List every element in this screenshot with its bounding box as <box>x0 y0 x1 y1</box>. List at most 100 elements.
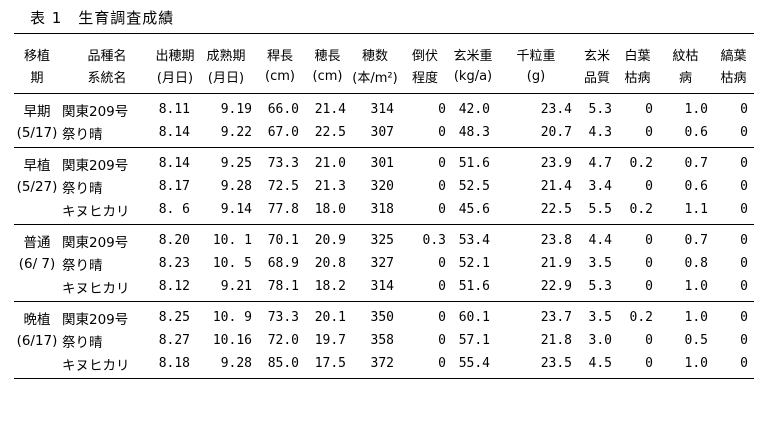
table-cell: 301 <box>370 156 394 171</box>
table-cell: 60.1 <box>458 310 490 325</box>
table-cell: 9.25 <box>220 156 252 171</box>
table-cell: 22.5 <box>540 202 572 217</box>
table-row: キヌヒカリ 8.12 9.21 78.1 18.2 314 0 51.6 22.… <box>14 275 754 302</box>
table-cell: 72.0 <box>267 333 299 348</box>
table-cell: 9.28 <box>220 179 252 194</box>
header-cell: 稈長 <box>266 48 293 64</box>
table-cell: 関東209号 <box>62 234 129 251</box>
table-cell: 18.2 <box>314 279 346 294</box>
table-cell: 0 <box>438 202 446 217</box>
header-cell: (cm) <box>265 68 295 84</box>
table-cell: 0 <box>645 179 653 194</box>
table-cell: 10. 9 <box>212 310 252 325</box>
table-cell: 1.1 <box>684 202 708 217</box>
table-cell: 10. 1 <box>212 233 252 248</box>
header-cell: 程度 <box>411 70 438 86</box>
table-cell: 21.8 <box>540 333 572 348</box>
table-cell: 70.1 <box>267 233 299 248</box>
table-cell: 0 <box>645 256 653 271</box>
header-cell: 玄米重 <box>453 48 493 64</box>
table-cell: 4.4 <box>588 233 612 248</box>
table-cell: 0 <box>740 279 748 294</box>
table-row: キヌヒカリ 8. 6 9.14 77.8 18.0 318 0 45.6 22.… <box>14 198 754 225</box>
table-cell: 8.17 <box>158 179 190 194</box>
table-cell: 10. 5 <box>212 256 252 271</box>
table-cell: 9.14 <box>220 202 252 217</box>
table-cell: 0.2 <box>629 156 653 171</box>
table-cell: 68.9 <box>267 256 299 271</box>
table-cell: (6/17) <box>16 332 58 349</box>
table-cell: 9.19 <box>220 102 252 117</box>
table-cell: 51.6 <box>458 156 490 171</box>
growth-survey-table: 移植 品種名 出穂期 成熟期 稈長 穂長 穂数 倒伏 玄米重 千粒重 玄米 白葉… <box>14 33 754 379</box>
header-cell: 成熟期 <box>206 48 246 64</box>
table-row: 晩植 関東209号 8.25 10. 9 73.3 20.1 350 0 60.… <box>14 302 754 330</box>
table-cell: 1.0 <box>684 279 708 294</box>
table-cell: 8.18 <box>158 356 190 371</box>
table-cell: 0 <box>645 279 653 294</box>
table-cell: 0 <box>438 102 446 117</box>
table-cell: 関東209号 <box>62 157 129 174</box>
header-cell: 枯病 <box>624 70 651 86</box>
table-cell: 祭り晴 <box>62 257 103 274</box>
table-row: 早植 関東209号 8.14 9.25 73.3 21.0 301 0 51.6… <box>14 148 754 176</box>
table-cell <box>14 198 60 225</box>
table-cell: 0.8 <box>684 256 708 271</box>
table-cell: 22.9 <box>540 279 572 294</box>
table-cell: 0 <box>438 279 446 294</box>
table-cell: 祭り晴 <box>62 126 103 143</box>
table-cell: 0 <box>438 179 446 194</box>
table-cell: 66.0 <box>267 102 299 117</box>
table-cell: 8.14 <box>158 156 190 171</box>
header-cell: 倒伏 <box>411 48 438 64</box>
footnotes: 注）試験年次：早期栽培 2002～ 2003年，早植栽培 2002～ 2004年… <box>20 389 778 433</box>
table-cell: 8.11 <box>158 102 190 117</box>
table-cell: 67.0 <box>267 125 299 140</box>
table-cell: 53.4 <box>458 233 490 248</box>
table-cell: 48.3 <box>458 125 490 140</box>
table-cell: 祭り晴 <box>62 180 103 197</box>
table-cell: 52.5 <box>458 179 490 194</box>
table-cell: 18.0 <box>314 202 346 217</box>
table-cell: 0 <box>740 356 748 371</box>
table-cell: 21.4 <box>314 102 346 117</box>
table-cell: 0.5 <box>684 333 708 348</box>
header-cell: 品種名 <box>87 48 127 64</box>
table-cell: 45.6 <box>458 202 490 217</box>
table-cell: 普通 <box>23 234 51 251</box>
table-cell: 325 <box>370 233 394 248</box>
table-cell: 0.2 <box>629 202 653 217</box>
header-cell: 品質 <box>583 70 610 86</box>
table-cell: 9.28 <box>220 356 252 371</box>
header-cell: (kg/a) <box>453 68 493 84</box>
table-cell: 1.0 <box>684 356 708 371</box>
table-cell: 3.4 <box>588 179 612 194</box>
header-cell: (月日) <box>207 70 245 86</box>
table-row: (5/27) 祭り晴 8.17 9.28 72.5 21.3 320 0 52.… <box>14 175 754 198</box>
header-cell: (g) <box>526 68 546 84</box>
table-cell: 4.5 <box>588 356 612 371</box>
header-cell: 紋枯 <box>672 48 699 64</box>
table-cell: 晩植 <box>23 311 51 328</box>
table-row: (5/17) 祭り晴 8.14 9.22 67.0 22.5 307 0 48.… <box>14 121 754 148</box>
table-cell: 314 <box>370 279 394 294</box>
table-cell: 0.6 <box>684 179 708 194</box>
table-cell: 307 <box>370 125 394 140</box>
table-cell: 1.0 <box>684 102 708 117</box>
table-cell: 0 <box>438 310 446 325</box>
table-cell: 22.5 <box>314 125 346 140</box>
table-cell: 8.27 <box>158 333 190 348</box>
header-cell: 穂数 <box>361 48 388 64</box>
table-row: (6/17) 祭り晴 8.27 10.16 72.0 19.7 358 0 57… <box>14 329 754 352</box>
table-cell: 0.7 <box>684 156 708 171</box>
table-cell: 3.5 <box>588 310 612 325</box>
header-cell: (本/m²) <box>352 70 398 86</box>
table-cell: 9.21 <box>220 279 252 294</box>
table-cell: 21.4 <box>540 179 572 194</box>
table-cell: 0.2 <box>629 310 653 325</box>
group-early-season: 早期 関東209号 8.11 9.19 66.0 21.4 314 0 42.0… <box>14 94 754 148</box>
table-cell: 0 <box>740 102 748 117</box>
table-cell: キヌヒカリ <box>62 357 130 374</box>
table-cell: 21.9 <box>540 256 572 271</box>
table-cell: 10.16 <box>212 333 252 348</box>
